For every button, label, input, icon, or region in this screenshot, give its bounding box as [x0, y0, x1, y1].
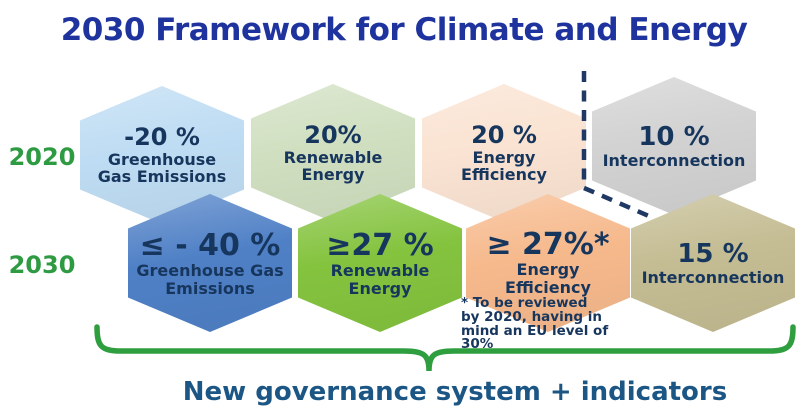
year-label-2030: 2030 — [8, 251, 76, 279]
footnote-line: * To be reviewed — [461, 295, 588, 311]
year-label-2020: 2020 — [8, 143, 76, 171]
hex-label-line: Efficiency — [461, 165, 547, 185]
hex-value: ≥ 27%* — [486, 227, 610, 262]
hex-2030-interconnection: 15 % Interconnection — [631, 194, 795, 332]
hex-label-line: Emissions — [165, 278, 255, 298]
hex-2030-renewable-energy: ≥27 % Renewable Energy — [298, 194, 462, 332]
hex-value: 20 % — [471, 120, 537, 149]
hex-label-line: Energy — [472, 147, 536, 167]
hex-value: 20% — [304, 120, 362, 149]
hex-label-line: Energy — [516, 260, 580, 279]
footnote-line: by 2020, having in — [461, 308, 602, 325]
hex-value: ≤ - 40 % — [139, 227, 281, 263]
efficiency-review-footnote: * To be reviewed by 2020, having in mind… — [461, 295, 608, 353]
hex-value: ≥27 % — [326, 227, 434, 263]
hex-label-line: Greenhouse Gas — [136, 260, 284, 280]
hex-value: 15 % — [677, 238, 749, 269]
hex-label-line: Energy — [301, 165, 365, 185]
governance-brace — [94, 324, 796, 372]
hex-label-line: Renewable — [330, 260, 430, 280]
hex-label-line: Gas Emissions — [97, 167, 227, 187]
page-title: 2030 Framework for Climate and Energy — [60, 12, 748, 48]
hex-value: 10 % — [638, 121, 710, 152]
hex-label-line: Energy — [348, 278, 412, 298]
hex-label-line: Efficiency — [505, 277, 591, 297]
hex-label-line: Interconnection — [602, 150, 746, 170]
hex-value: -20 % — [124, 122, 200, 151]
hex-label-line: Greenhouse — [107, 149, 217, 169]
governance-caption: New governance system + indicators — [182, 377, 728, 407]
hex-label-line: Interconnection — [641, 267, 785, 287]
footnote-line: 30% — [461, 336, 494, 353]
hex-2020-interconnection: 10 % Interconnection — [592, 77, 756, 215]
hex-label-line: Renewable — [283, 147, 383, 167]
